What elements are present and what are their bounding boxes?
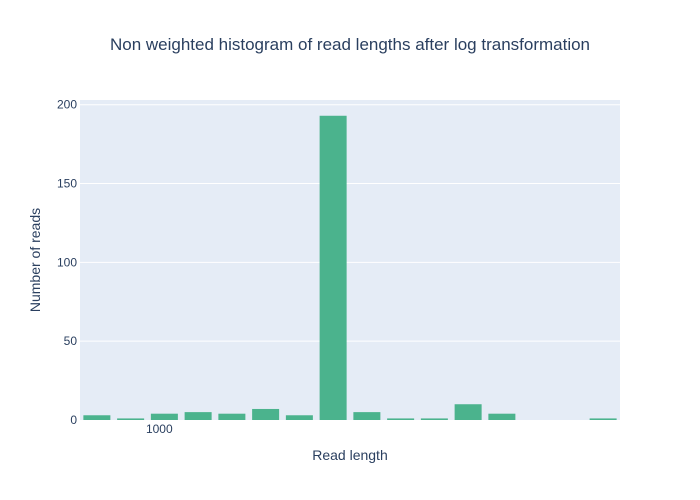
y-tick-label: 200 <box>57 98 77 112</box>
y-tick-label: 0 <box>70 413 77 427</box>
bar <box>488 413 516 420</box>
bar <box>285 415 313 420</box>
bar <box>83 415 111 420</box>
bar <box>117 418 145 420</box>
bar <box>420 418 448 420</box>
y-tick-label: 50 <box>64 334 78 348</box>
bar <box>319 115 347 420</box>
bar <box>353 412 381 420</box>
bar <box>387 418 415 420</box>
plot-area <box>80 100 620 420</box>
bars <box>83 115 617 420</box>
chart-title: Non weighted histogram of read lengths a… <box>110 35 590 54</box>
bar <box>589 418 617 420</box>
y-tick-label: 150 <box>57 177 77 191</box>
y-axis-title: Number of reads <box>27 208 43 312</box>
bar <box>454 404 482 420</box>
x-tick-labels: 1000 <box>146 422 173 436</box>
x-tick-label: 1000 <box>146 422 173 436</box>
bar <box>218 413 246 420</box>
gridlines <box>80 104 620 342</box>
bar <box>184 412 212 420</box>
bar <box>252 408 280 420</box>
y-tick-labels: 0 50 100 150 200 <box>57 98 77 427</box>
bar <box>150 413 178 420</box>
x-axis-title: Read length <box>312 447 388 463</box>
y-tick-label: 100 <box>57 255 77 269</box>
